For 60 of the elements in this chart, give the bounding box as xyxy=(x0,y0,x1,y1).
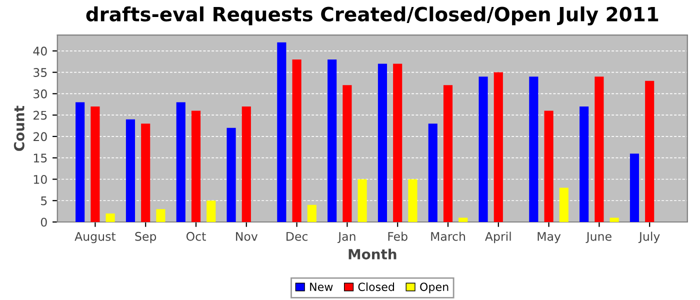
bar xyxy=(206,200,216,222)
bar xyxy=(90,106,100,222)
x-tick-label: Jan xyxy=(337,232,356,244)
bar xyxy=(645,80,654,222)
bar xyxy=(529,76,538,222)
y-axis-title: Count xyxy=(14,106,24,151)
x-tick-label: Dec xyxy=(286,232,308,241)
bar xyxy=(358,179,367,222)
x-tick-label: Feb xyxy=(388,232,408,241)
y-tick-label: 25 xyxy=(34,110,47,120)
y-tick-label: 15 xyxy=(34,154,47,162)
bar xyxy=(191,110,201,222)
legend-label: New xyxy=(310,282,333,292)
legend-label: Open xyxy=(420,282,448,294)
legend-label: Closed xyxy=(358,282,394,292)
bar xyxy=(242,106,251,222)
bar xyxy=(443,85,453,222)
x-tick-label: March xyxy=(431,232,465,241)
bar xyxy=(76,102,85,222)
bar xyxy=(610,218,619,222)
bar xyxy=(328,59,337,222)
bar xyxy=(428,124,438,222)
bar xyxy=(630,154,640,222)
bar xyxy=(226,128,236,222)
bar xyxy=(458,218,468,222)
x-tick-label: April xyxy=(485,232,511,244)
bar xyxy=(307,204,316,222)
bar xyxy=(141,124,150,222)
x-tick-label: August xyxy=(74,232,116,244)
y-tick-label: 20 xyxy=(34,132,47,142)
bar xyxy=(126,119,136,222)
x-tick-label: Oct xyxy=(186,232,206,241)
y-tick-label: 35 xyxy=(34,68,47,77)
bar xyxy=(277,42,286,222)
bar xyxy=(378,64,388,222)
y-tick-label: 40 xyxy=(33,46,47,56)
bar xyxy=(156,209,166,222)
bar xyxy=(342,85,352,222)
bar xyxy=(106,213,115,222)
bar xyxy=(408,179,418,222)
bar xyxy=(494,72,503,222)
x-tick-label: June xyxy=(586,232,612,244)
bar xyxy=(176,102,186,222)
y-tick-label: 10 xyxy=(34,174,47,184)
bar xyxy=(393,64,402,222)
y-tick-label: 5 xyxy=(41,196,47,206)
chart-title: drafts-eval Requests Created/Closed/Open July 2011 xyxy=(86,6,658,26)
x-tick-label: July xyxy=(638,232,660,244)
x-tick-label: May xyxy=(538,232,561,244)
bar xyxy=(478,76,488,222)
x-tick-label: Nov xyxy=(236,232,258,241)
bar xyxy=(544,110,554,222)
y-tick-label: 0 xyxy=(40,218,47,227)
x-axis-title: Month xyxy=(348,248,396,260)
bar xyxy=(594,76,604,222)
bar xyxy=(580,106,589,222)
y-tick-label: 30 xyxy=(34,89,47,98)
bar xyxy=(559,188,568,222)
bar xyxy=(292,59,302,222)
x-tick-label: Sep xyxy=(135,232,156,244)
